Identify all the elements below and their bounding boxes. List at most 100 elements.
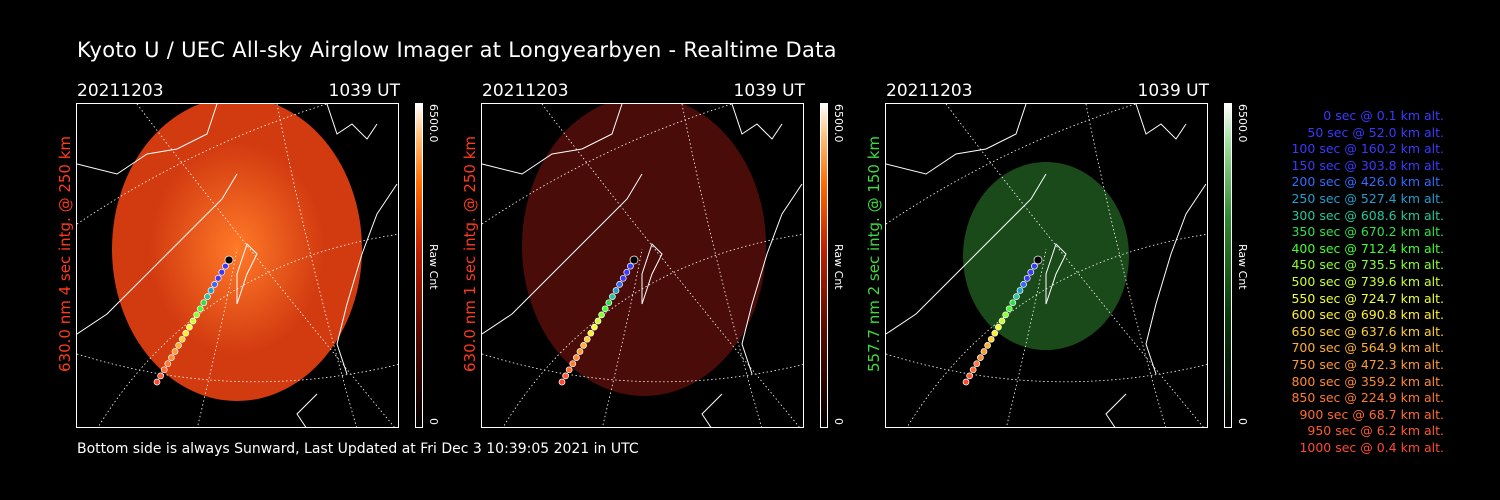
panel-2-cbar-min: 0 [832,418,845,425]
trajectory-point [171,348,179,355]
panel-3-cbar-label: Raw Cnt [1236,244,1249,290]
trajectory-point [204,293,211,300]
trajectory-point [594,317,602,325]
panel-1-allsky-image [76,103,399,428]
trajectory-point [1002,311,1009,319]
trajectory-point [627,262,634,270]
coastline [741,183,803,375]
trajectory-point [966,372,973,380]
panel-1-side-label: 630.0 nm 4 sec intg. @ 250 km [56,135,74,372]
trajectory-point [1009,299,1017,307]
trajectory-point [189,317,197,325]
trajectory-point [977,354,984,361]
panel-1-cbar-max: 6500.0 [427,104,440,143]
coastline [236,243,258,305]
coastline [886,173,1047,335]
coastline [326,104,378,140]
legend-row: 300 sec @ 608.6 km alt. [1291,207,1444,223]
trajectory-point [998,317,1006,325]
trajectory-point [1023,274,1031,282]
trajectory-point [214,274,222,282]
trajectory-point [623,268,631,276]
airglow-image-disc [963,162,1129,350]
panel-1-time: 1039 UT [328,81,401,101]
panel-2-cbar-max: 6500.0 [832,104,845,143]
coastline [1045,243,1067,305]
trajectory-point [200,299,208,307]
coastline [731,104,783,140]
legend-row: 900 sec @ 68.7 km alt. [1299,406,1444,422]
grid-line [541,104,800,427]
grid-line [1006,248,1047,427]
legend-row: 400 sec @ 712.4 km alt. [1291,240,1444,256]
panel-3-colorbar [1224,103,1232,428]
grid-line [276,104,357,427]
legend-row: 350 sec @ 670.2 km alt. [1291,224,1444,240]
panel-2-time: 1039 UT [733,81,806,101]
airglow-image-disc [112,104,362,401]
legend-row: 0 sec @ 0.1 km alt. [1323,108,1444,123]
grid-line [197,248,238,427]
trajectory-point [182,329,190,337]
trajectory-point [969,366,977,374]
legend-row: 150 sec @ 303.8 km alt. [1291,157,1444,173]
trajectory-point [193,311,200,319]
trajectory-point [164,360,172,368]
trajectory-point [196,305,204,313]
panel-1-cbar-min: 0 [427,418,440,425]
panel-2-allsky-image [481,103,804,428]
panel-2-colorbar [820,103,828,428]
trajectory-point [211,281,218,288]
trajectory-point [973,360,981,368]
airglow-image-disc [522,104,766,396]
trajectory-point [987,335,995,343]
trajectory-point [218,268,226,276]
trajectory-point [573,354,580,361]
allsky-map [482,104,803,427]
trajectory-point [616,281,623,288]
grid-line [77,104,328,225]
legend-row: 600 sec @ 690.8 km alt. [1291,307,1444,323]
panel-3-cbar-min: 0 [1236,418,1249,425]
legend-row: 1000 sec @ 0.4 km alt. [1299,439,1444,455]
legend-row: 700 sec @ 564.9 km alt. [1291,340,1444,356]
panel-3-cbar-max: 6500.0 [1236,104,1249,143]
trajectory-point [153,378,161,386]
legend-row: 500 sec @ 739.6 km alt. [1291,273,1444,289]
trajectory-point [1020,281,1027,288]
trajectory-point [612,287,620,294]
grid-line [482,104,733,225]
coastline [336,183,398,375]
trajectory-point [160,366,168,374]
trajectory-point [558,378,566,386]
coastline [482,173,643,335]
legend-row: 50 sec @ 52.0 km alt. [1307,124,1444,140]
grid-line [136,104,395,427]
legend-row: 450 sec @ 735.5 km alt. [1291,257,1444,273]
panel-3-time: 1039 UT [1137,81,1210,101]
trajectory-point [562,372,569,380]
coastline [296,393,318,427]
trajectory-point [222,262,229,270]
trajectory-point [1005,305,1013,313]
footer-update-text: Bottom side is always Sunward, Last Upda… [77,441,639,457]
coastline [701,393,723,427]
legend-row: 750 sec @ 472.3 km alt. [1291,356,1444,372]
trajectory-point [565,366,573,374]
coastline [77,104,218,175]
trajectory-point [980,348,988,355]
grid-line [886,104,1137,225]
trajectory-point [1027,268,1035,276]
trajectory-point [1031,262,1038,270]
trajectory-point [1016,287,1024,294]
trajectory-point [1033,255,1043,265]
panel-3-date: 20211203 [886,81,973,101]
legend-row: 200 sec @ 426.0 km alt. [1291,174,1444,190]
legend-row: 950 sec @ 6.2 km alt. [1307,423,1444,439]
coastline [482,104,623,175]
legend-row: 800 sec @ 359.2 km alt. [1291,373,1444,389]
panel-1-cbar-label: Raw Cnt [427,244,440,290]
trajectory-point [629,255,639,265]
trajectory-point [598,311,605,319]
trajectory-point [609,293,616,300]
